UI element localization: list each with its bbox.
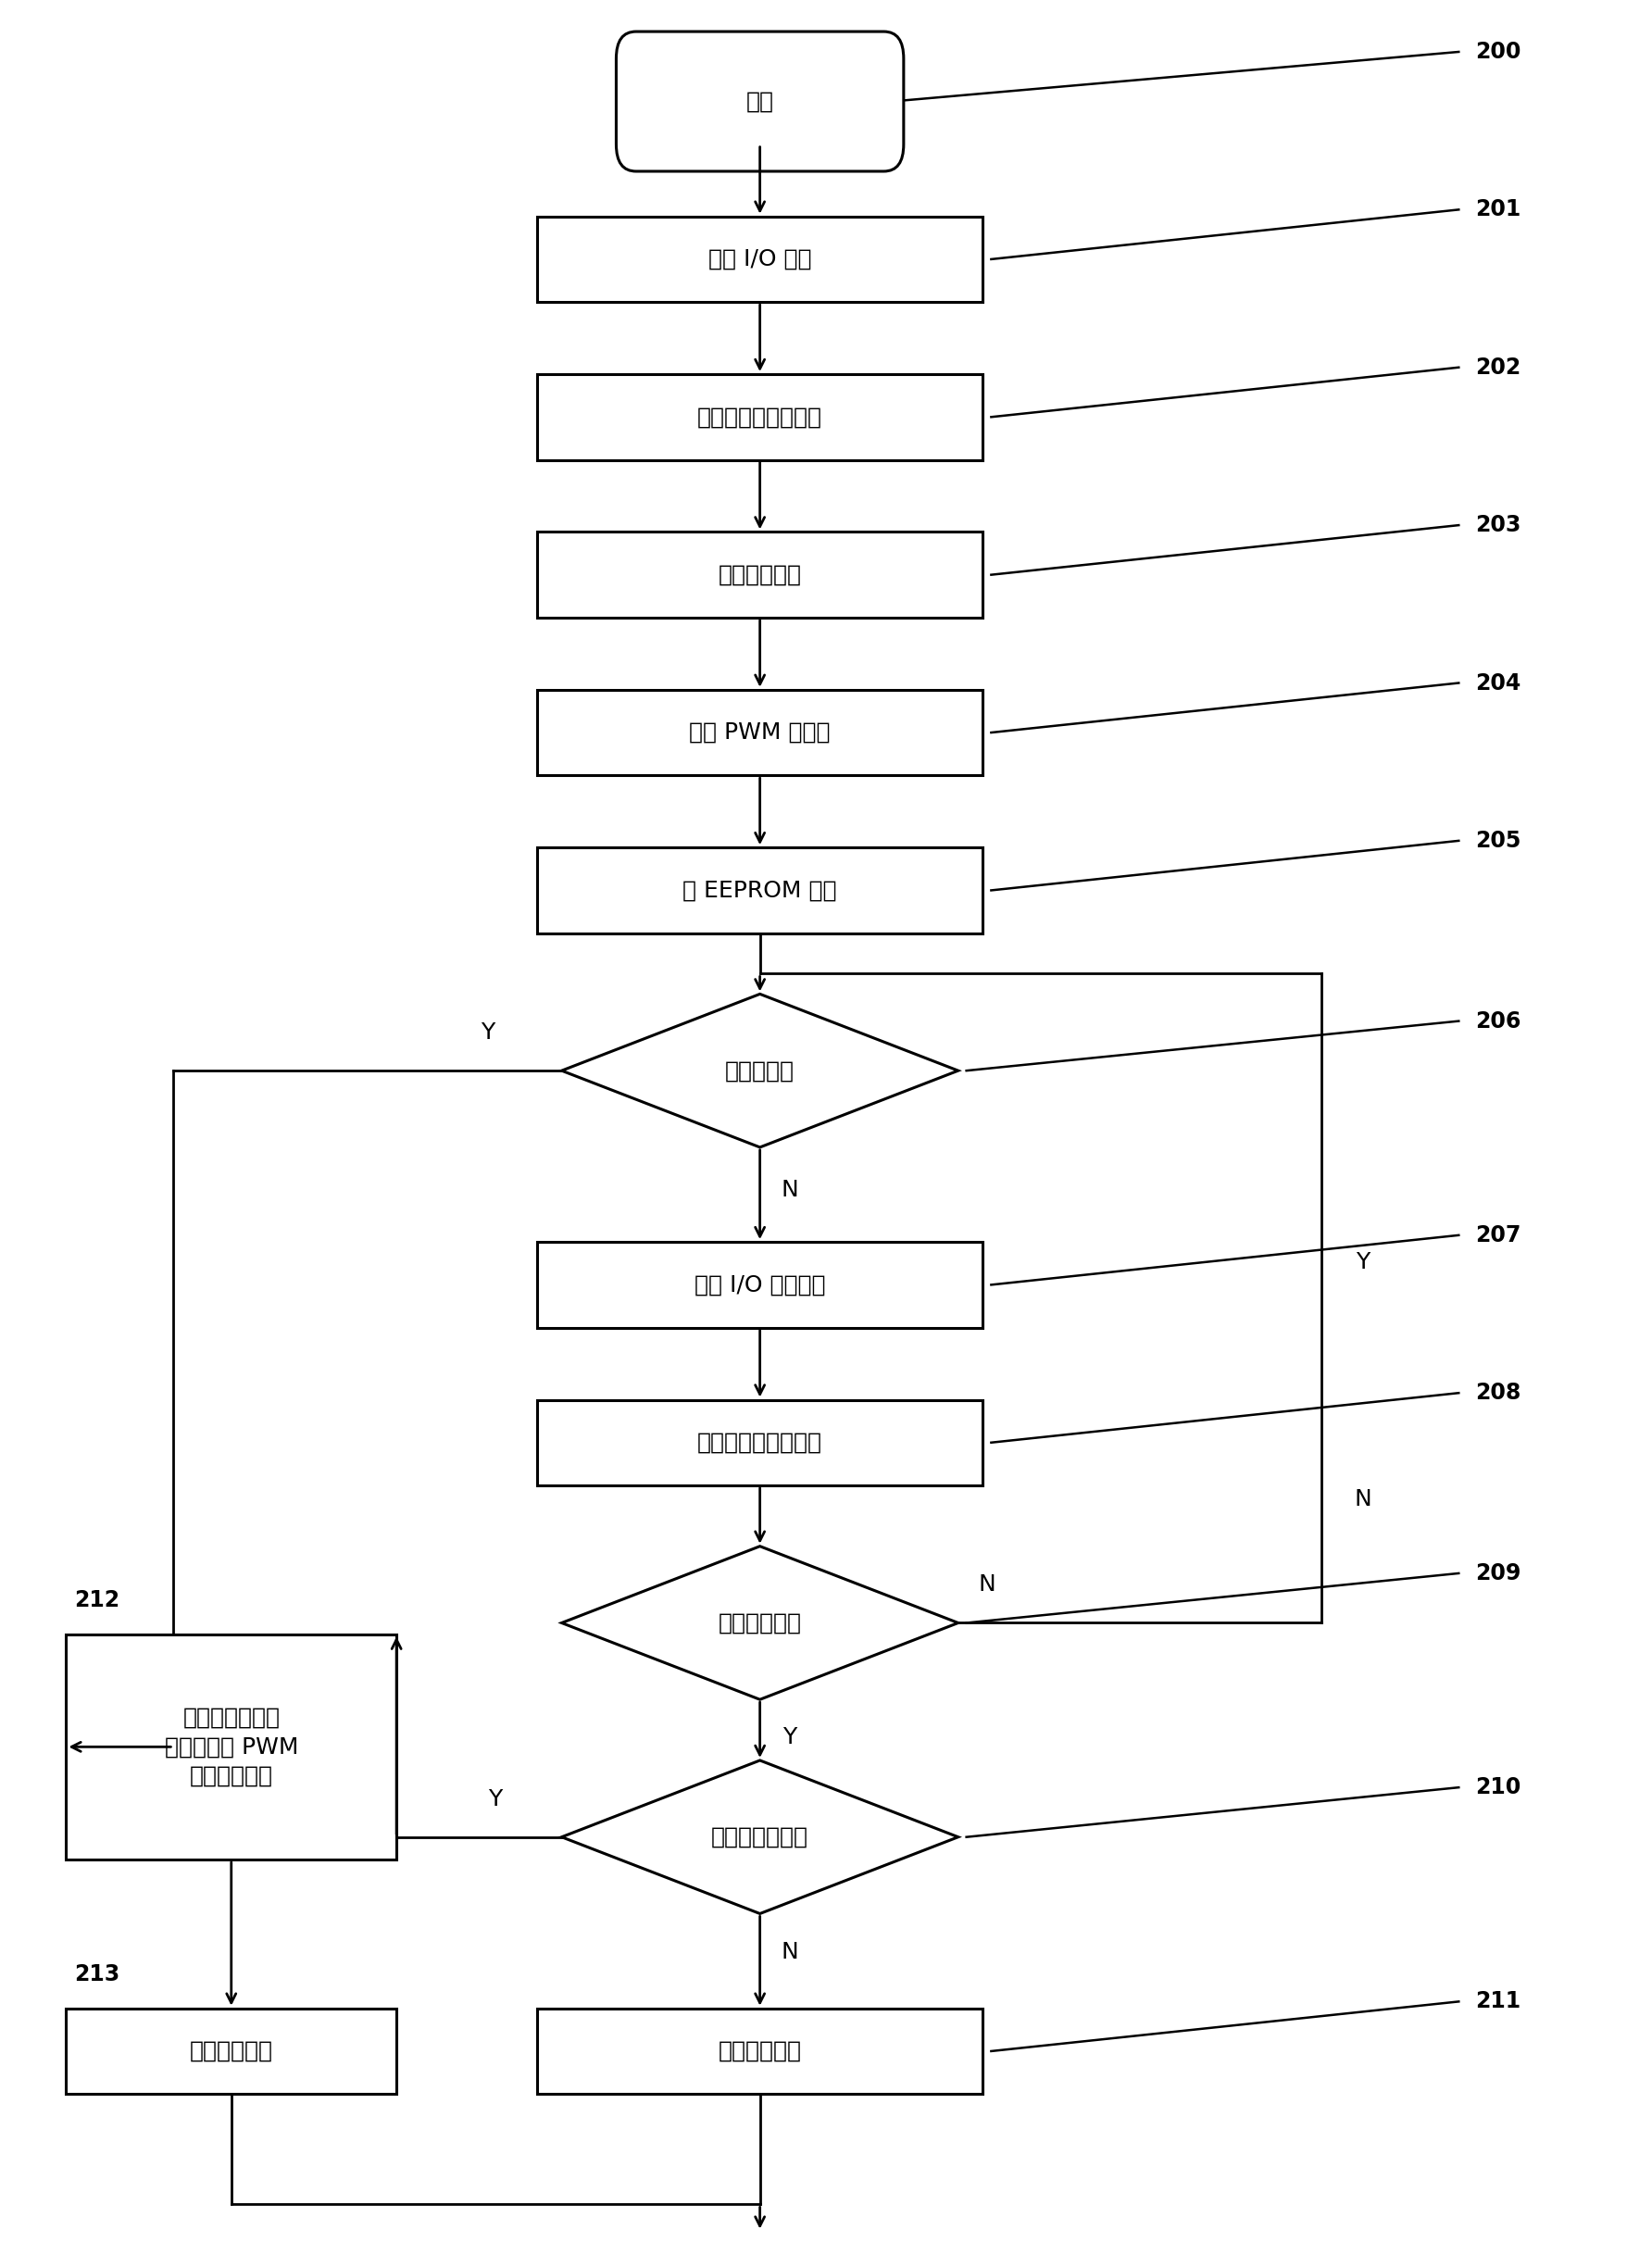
Text: 设置外部中断: 设置外部中断: [719, 564, 801, 586]
Text: 清 EEPROM 空间: 清 EEPROM 空间: [682, 879, 838, 902]
Polygon shape: [562, 1760, 958, 1914]
FancyBboxPatch shape: [616, 32, 904, 171]
Text: 213: 213: [74, 1963, 121, 1986]
Text: 分级控制模式: 分级控制模式: [719, 2040, 801, 2062]
Text: 201: 201: [1475, 198, 1521, 221]
Bar: [537, 848, 983, 933]
Text: 207: 207: [1475, 1224, 1521, 1246]
Text: 分配 I/O 端口: 分配 I/O 端口: [709, 248, 811, 270]
Text: 200: 200: [1475, 41, 1521, 63]
Text: Y: Y: [481, 1021, 494, 1044]
Text: Y: Y: [783, 1727, 796, 1749]
Text: Y: Y: [489, 1787, 502, 1810]
Text: 输入 I/O 端口信息: 输入 I/O 端口信息: [694, 1274, 826, 1296]
Text: 设置定时器、计数器: 设置定时器、计数器: [697, 406, 823, 428]
Bar: [537, 532, 983, 618]
Text: 清除挡位编码: 清除挡位编码: [190, 2040, 273, 2062]
Text: 蓄电池电压低？: 蓄电池电压低？: [712, 1826, 808, 1848]
Text: 206: 206: [1475, 1010, 1521, 1032]
Bar: [66, 2008, 396, 2094]
Text: 210: 210: [1475, 1776, 1521, 1799]
Text: N: N: [781, 1179, 798, 1201]
Text: 208: 208: [1475, 1382, 1521, 1404]
Bar: [537, 1242, 983, 1328]
Text: 204: 204: [1475, 672, 1521, 694]
Bar: [537, 690, 983, 775]
Bar: [537, 1400, 983, 1485]
Text: N: N: [781, 1941, 798, 1963]
Text: 挡位有变化？: 挡位有变化？: [719, 1612, 801, 1634]
Text: 209: 209: [1475, 1562, 1521, 1585]
Polygon shape: [562, 1546, 958, 1700]
Text: 计算并保存挡位编码: 计算并保存挡位编码: [697, 1431, 823, 1454]
Text: 205: 205: [1475, 829, 1521, 852]
Text: Y: Y: [1356, 1251, 1370, 1274]
Text: N: N: [1355, 1488, 1371, 1510]
Text: 开始: 开始: [747, 90, 773, 113]
Text: 设置 PWM 控制器: 设置 PWM 控制器: [689, 721, 831, 744]
Text: 203: 203: [1475, 514, 1521, 536]
Bar: [537, 374, 983, 460]
Text: 211: 211: [1475, 1990, 1521, 2013]
Text: 清除电涅流缓速
器电磁线圈 PWM
控制脉冲信号: 清除电涅流缓速 器电磁线圈 PWM 控制脉冲信号: [165, 1706, 297, 1787]
Bar: [66, 1634, 396, 1860]
Polygon shape: [562, 994, 958, 1147]
Text: 202: 202: [1475, 356, 1521, 379]
Bar: [537, 2008, 983, 2094]
Bar: [537, 216, 983, 302]
Text: N: N: [978, 1573, 996, 1596]
Text: 212: 212: [74, 1589, 121, 1612]
Text: 电流过大？: 电流过大？: [725, 1059, 795, 1082]
